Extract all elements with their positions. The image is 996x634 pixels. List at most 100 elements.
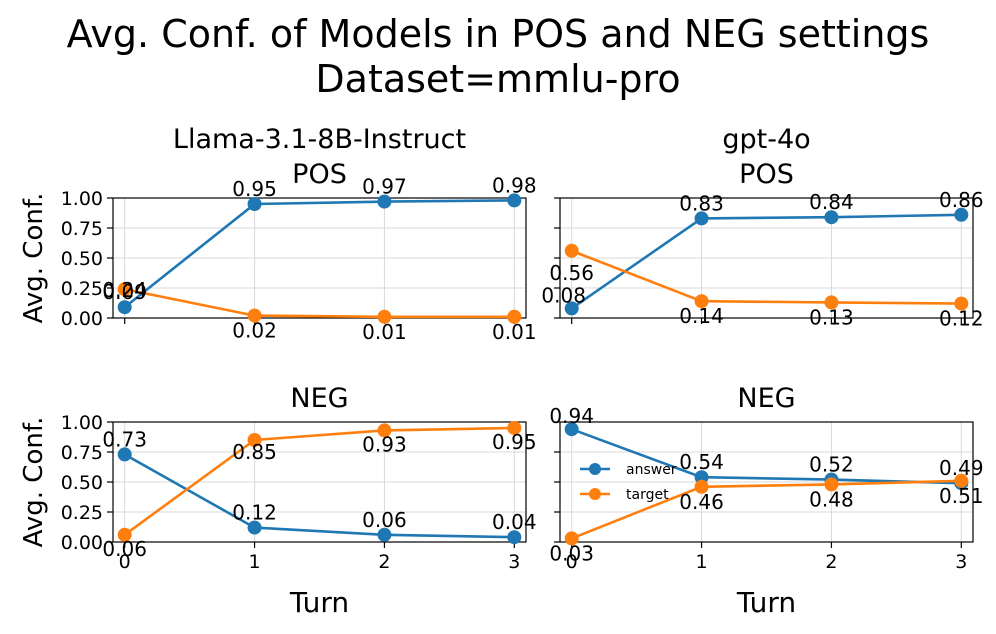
data-label: 0.95 — [232, 177, 277, 201]
data-label: 0.01 — [492, 320, 537, 344]
data-point-target — [377, 309, 392, 324]
series-line-target — [123, 426, 515, 536]
panel-title: NEG — [737, 383, 795, 414]
data-label: 0.56 — [549, 261, 594, 285]
data-label: 0.06 — [362, 508, 407, 532]
data-point-answer — [377, 194, 392, 209]
x-tick-label: 1 — [249, 551, 261, 573]
x-tick-label: 2 — [378, 551, 390, 573]
data-point-answer — [247, 197, 262, 211]
panel-title: NEG — [290, 383, 348, 414]
data-point-target — [954, 296, 969, 311]
x-tick-label: 3 — [508, 551, 520, 573]
data-label: 0.84 — [809, 190, 854, 214]
data-point-answer — [117, 300, 132, 315]
legend-marker-target — [589, 488, 601, 500]
legend-label-target: target — [626, 487, 669, 503]
data-point-answer — [507, 193, 522, 208]
data-point-target — [117, 282, 132, 297]
data-point-target — [117, 527, 132, 542]
data-label: 0.83 — [679, 191, 724, 215]
data-point-target — [247, 433, 262, 447]
x-tick-label: 0 — [119, 551, 131, 573]
legend-label-answer: answer — [626, 462, 677, 478]
data-label: 0.08 — [541, 283, 586, 307]
data-point-target — [564, 243, 579, 258]
data-label: 0.86 — [939, 188, 984, 212]
panel-title: Llama-3.1-8B-Instruct — [173, 124, 466, 155]
data-point-target — [247, 308, 262, 323]
data-point-answer — [824, 210, 839, 225]
series-line-target — [571, 479, 962, 540]
data-point-target — [564, 531, 579, 546]
series-line-target — [571, 249, 962, 305]
data-point-target — [507, 421, 522, 435]
series-line-answer — [123, 199, 515, 309]
data-label: 0.93 — [362, 432, 407, 456]
data-label: 0.94 — [549, 404, 594, 428]
x-tick-label: 3 — [955, 551, 967, 573]
data-label: 0.49 — [939, 456, 984, 480]
panel-3: NEG 0.00 0.25 0.50 0.75 1.00 0 1 2 3 Avg. Conf. Tur… — [19, 383, 537, 619]
y-axis-label: Avg. Conf. — [19, 417, 49, 548]
data-point-answer — [117, 447, 132, 462]
panel-4: NEG 0 1 2 3 Turn 0.94 0.54 0.52 0.49 0.03 0.46 0.48 0… — [549, 383, 983, 619]
data-point-answer — [564, 422, 579, 437]
data-point-answer — [694, 470, 709, 485]
series-line-target — [124, 287, 515, 319]
data-label: 0.97 — [362, 175, 407, 199]
data-point-target — [694, 294, 709, 309]
y-tick-label: 0.00 — [61, 308, 103, 330]
data-label: 0.46 — [679, 490, 724, 514]
x-axis-label: Turn — [289, 586, 349, 619]
data-label: 0.03 — [549, 541, 594, 565]
x-tick-label: 1 — [696, 551, 708, 573]
panel-2: gpt-4o POS 0.08 0.83 0.84 0.86 0.56 0.14 0.13 0.1… — [541, 124, 983, 331]
y-tick-label: 0.50 — [61, 472, 103, 494]
y-tick-label: 0.50 — [61, 248, 103, 270]
data-label: 0.51 — [939, 484, 984, 508]
y-tick-label: 0.75 — [61, 218, 103, 240]
figure-title-line1: Avg. Conf. of Models in POS and NEG sett… — [67, 12, 930, 56]
y-tick-label: 0.75 — [61, 442, 103, 464]
data-label: 0.54 — [679, 450, 724, 474]
panel-title: POS — [739, 159, 794, 190]
data-point-answer — [954, 207, 969, 222]
data-point-answer — [377, 527, 392, 542]
data-label: 0.73 — [102, 427, 147, 451]
data-point-target — [824, 477, 839, 492]
y-tick-label: 1.00 — [61, 412, 103, 434]
series-line-answer — [124, 453, 515, 539]
series-line-answer — [570, 213, 962, 310]
data-label: 0.12 — [939, 307, 984, 331]
y-tick-label: 0.25 — [61, 502, 103, 524]
data-label: 0.95 — [492, 430, 537, 454]
data-point-answer — [247, 520, 262, 535]
data-label: 0.13 — [809, 305, 854, 329]
figure-title-line2: Dataset=mmlu-pro — [315, 57, 680, 101]
data-label: 0.14 — [679, 304, 724, 328]
data-point-target — [824, 295, 839, 310]
y-tick-label: 0.00 — [61, 532, 103, 554]
data-label: 0.48 — [809, 487, 854, 511]
data-point-target — [694, 479, 709, 494]
data-point-target — [954, 473, 969, 488]
data-point-target — [507, 309, 522, 324]
y-tick-label: 1.00 — [61, 188, 103, 210]
data-label: 0.85 — [232, 440, 277, 464]
panel-title: gpt-4o — [722, 124, 810, 155]
legend-marker-answer — [589, 463, 601, 475]
y-axis-label: Avg. Conf. — [19, 193, 49, 324]
data-label: 0.09 — [102, 280, 147, 304]
y-tick-label: 0.25 — [61, 278, 103, 300]
data-point-answer — [564, 301, 579, 316]
data-label: 0.04 — [492, 510, 537, 534]
data-label: 0.12 — [232, 501, 277, 525]
data-point-answer — [507, 530, 522, 545]
data-label: 0.24 — [102, 278, 147, 302]
data-label: 0.02 — [232, 319, 277, 343]
panel-1: Llama-3.1-8B-Instruct POS 0.00 0.25 0.50 0.75… — [19, 124, 537, 344]
data-label: 0.01 — [362, 320, 407, 344]
panel-title: POS — [292, 159, 347, 190]
